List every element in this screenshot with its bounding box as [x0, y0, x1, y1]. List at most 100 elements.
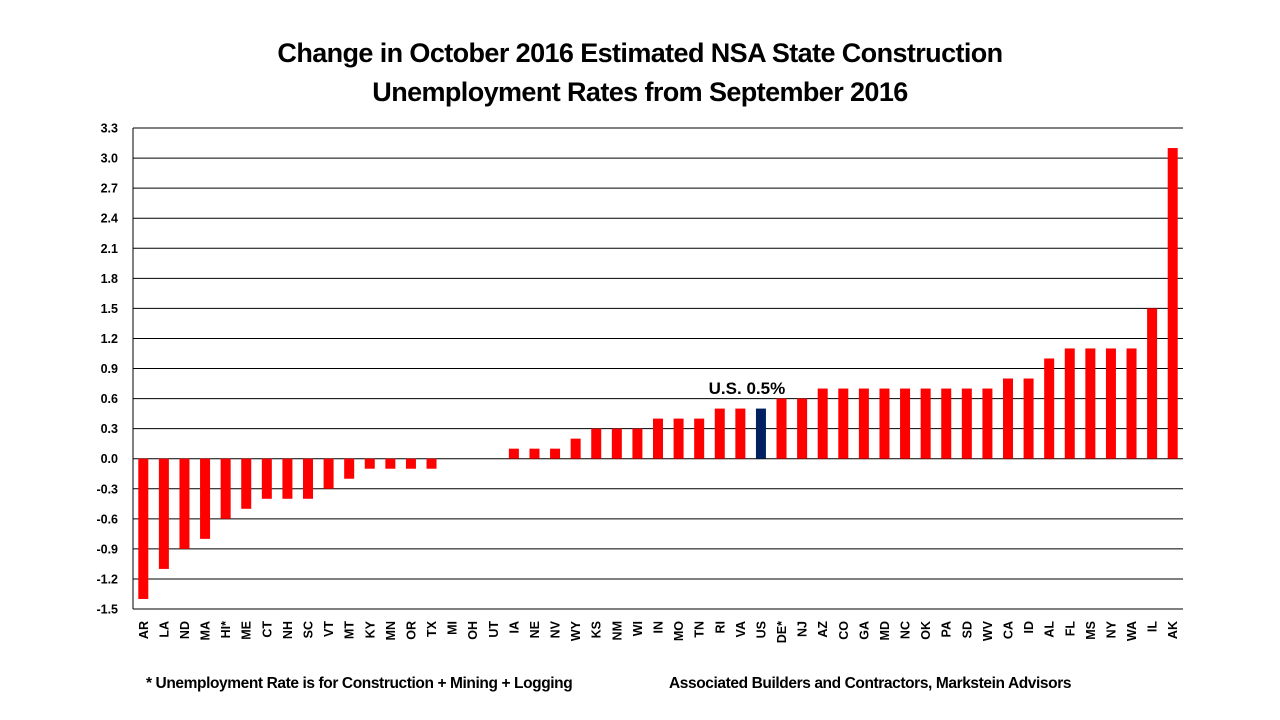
x-tick-label: MS — [1084, 621, 1098, 640]
bar-wv — [982, 388, 993, 459]
x-tick-label: MI — [446, 621, 460, 635]
x-tick-label: US — [754, 621, 768, 638]
y-tick-label: -0.9 — [96, 542, 118, 556]
bar-ct — [261, 458, 272, 499]
bar-ga — [858, 388, 869, 459]
x-tick-label: UT — [487, 621, 501, 638]
x-tick-label: NH — [281, 621, 295, 639]
x-tick-label: KY — [363, 620, 377, 638]
x-tick-label: AR — [137, 621, 151, 639]
bar-va — [735, 408, 746, 459]
bar-wy — [570, 438, 581, 459]
x-tick-label: GA — [857, 621, 871, 640]
bar-pa — [941, 388, 952, 459]
y-tick-label: -0.3 — [96, 482, 118, 496]
bar-nj — [797, 398, 808, 459]
y-tick-label: -0.6 — [96, 512, 118, 526]
annotation-us-label: U.S. 0.5% — [709, 379, 786, 398]
y-tick-label: 0.9 — [101, 362, 118, 376]
x-tick-label: ID — [1022, 621, 1036, 634]
bar-mt — [344, 458, 355, 479]
bar-ne — [529, 448, 540, 459]
bar-ny — [1105, 348, 1116, 459]
x-tick-label: NC — [899, 621, 913, 639]
bar-vt — [323, 458, 334, 489]
bar-or — [405, 458, 416, 469]
x-tick-label: MA — [199, 621, 213, 640]
annotations: U.S. 0.5% — [709, 379, 786, 398]
bar-sd — [961, 388, 972, 459]
bar-nd — [179, 458, 190, 549]
bar-la — [158, 458, 169, 569]
x-tick-label: SC — [302, 621, 316, 638]
bars — [138, 148, 1178, 599]
bar-nv — [550, 448, 561, 459]
y-tick-label: 3.0 — [101, 152, 118, 166]
x-tick-label: IN — [652, 621, 666, 634]
x-tick-label: TX — [425, 620, 439, 637]
bar-ca — [1003, 378, 1013, 459]
chart-title-line-2: Unemployment Rates from September 2016 — [372, 77, 908, 107]
bar-il — [1147, 308, 1158, 459]
x-tick-label: MT — [343, 621, 357, 639]
bar-mo — [673, 418, 684, 459]
x-tick-label: AK — [1166, 621, 1180, 639]
bar-us — [755, 408, 766, 459]
bar-me — [241, 458, 252, 509]
bar-ok — [920, 388, 931, 459]
bar-wi — [632, 428, 643, 459]
x-tick-label: CA — [1002, 621, 1016, 639]
y-tick-label: -1.2 — [96, 572, 118, 586]
x-tick-label: SD — [960, 621, 974, 638]
x-tick-label: NE — [528, 621, 542, 638]
bar-sc — [303, 458, 313, 499]
x-tick-label: OH — [466, 621, 480, 640]
bar-co — [838, 388, 849, 459]
x-tick-label: NY — [1104, 620, 1118, 638]
y-tick-label: 2.4 — [101, 212, 118, 226]
y-tick-label: 0.0 — [101, 452, 118, 466]
y-tick-label: 0.3 — [101, 422, 118, 436]
x-tick-label: MN — [384, 621, 398, 640]
bar-in — [653, 418, 663, 459]
bar-ky — [364, 458, 375, 469]
x-tick-label: TN — [693, 621, 707, 638]
x-tick-label: OK — [919, 621, 933, 640]
x-tick-label: WI — [631, 621, 645, 636]
y-tick-label: 1.5 — [101, 302, 118, 316]
x-tick-label: ND — [178, 621, 192, 639]
bar-ks — [591, 428, 602, 459]
x-tick-label: LA — [157, 621, 171, 638]
bar-fl — [1064, 348, 1075, 459]
x-tick-label: FL — [1063, 621, 1077, 637]
x-tick-label: PA — [940, 621, 954, 637]
x-axis-ticks: AR LA ND MA HI* ME CT NH SC VT MT KY MN OR TX MI OH UT IA N… — [137, 620, 1180, 643]
bar-mn — [385, 458, 396, 469]
bar-tn — [694, 418, 705, 459]
y-tick-label: 1.2 — [101, 332, 118, 346]
bar-ma — [200, 458, 211, 539]
x-tick-label: MO — [672, 621, 686, 641]
bar-al — [1044, 358, 1055, 459]
gridlines — [133, 127, 1183, 610]
bar-nm — [611, 428, 622, 459]
y-tick-label: 2.1 — [101, 242, 118, 256]
x-tick-label: CT — [260, 621, 274, 638]
bar-de — [776, 398, 787, 459]
x-tick-label: WV — [981, 620, 995, 641]
x-tick-label: AL — [1043, 621, 1057, 638]
x-tick-label: WY — [569, 620, 583, 641]
x-tick-label: ME — [240, 621, 254, 640]
source-credit: Associated Builders and Contractors, Mar… — [669, 675, 1072, 692]
x-tick-label: AZ — [816, 621, 830, 638]
bar-md — [879, 388, 890, 459]
bar-nh — [282, 458, 293, 499]
x-tick-label: VA — [734, 621, 748, 637]
x-tick-label: MD — [878, 621, 892, 640]
x-tick-label: CO — [837, 621, 851, 640]
bar-ia — [508, 448, 519, 459]
footnote: * Unemployment Rate is for Construction … — [146, 675, 573, 692]
y-tick-label: 1.8 — [101, 272, 118, 286]
x-tick-label: KS — [590, 621, 604, 638]
